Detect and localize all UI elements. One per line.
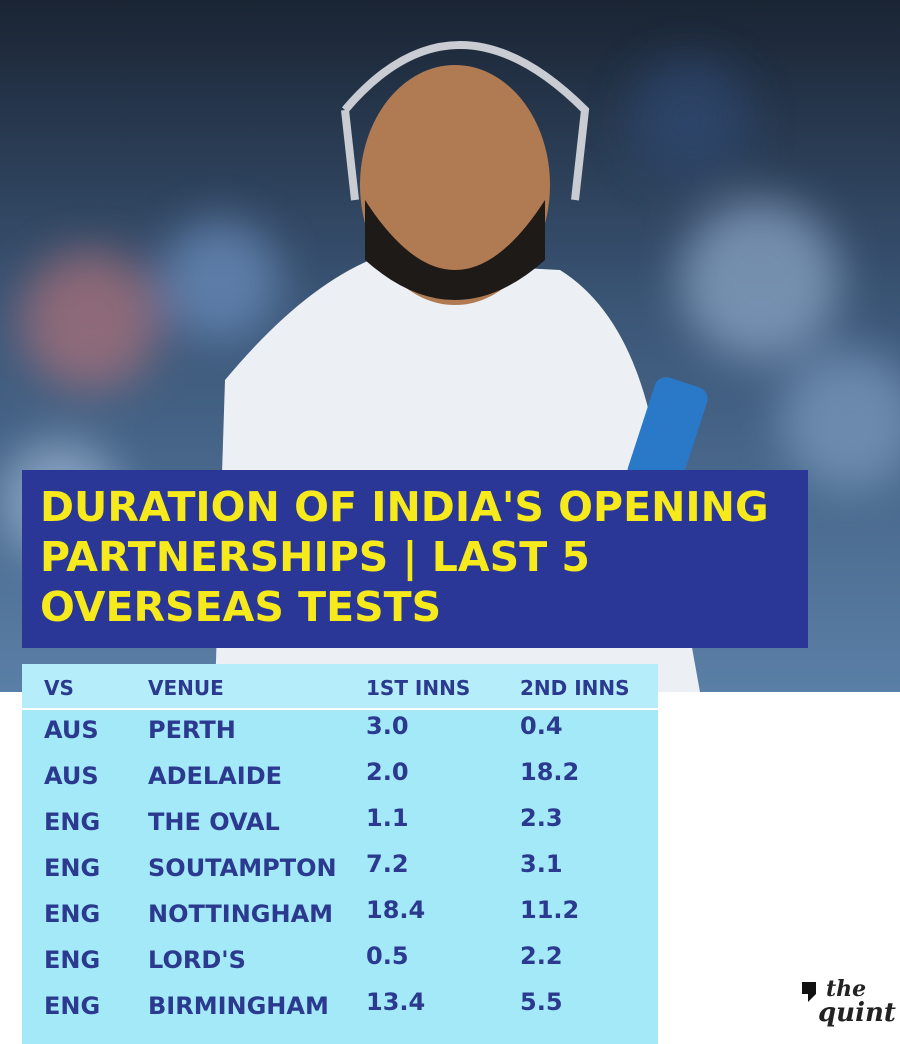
header-row: VS VENUE 1ST INNS 2ND INNS [22, 664, 658, 710]
table-cell: 3.1 [520, 850, 563, 878]
table-cell: THE OVAL [148, 808, 280, 836]
table-cell: ENG [44, 946, 101, 974]
column-header: 1ST INNS [366, 676, 471, 700]
table-cell: SOUTAMPTON [148, 854, 337, 882]
table-cell: 18.4 [366, 896, 426, 924]
table-cell: ENG [44, 808, 101, 836]
table-cell: BIRMINGHAM [148, 992, 329, 1020]
table-cell: 0.4 [520, 712, 563, 740]
table-cell: NOTTINGHAM [148, 900, 334, 928]
table-cell: 0.5 [366, 942, 409, 970]
title: DURATION OF INDIA'S OPENING PARTNERSHIPS… [40, 483, 769, 631]
table-cell: 13.4 [366, 988, 426, 1016]
table-cell: ENG [44, 992, 101, 1020]
logo-text: quint [818, 998, 896, 1028]
logo-text: the [826, 976, 867, 1002]
table-cell: 5.5 [520, 988, 563, 1016]
table-cell: 3.0 [366, 712, 409, 740]
table-cell: 18.2 [520, 758, 580, 786]
table-cell: ADELAIDE [148, 762, 283, 790]
table-cell: 7.2 [366, 850, 409, 878]
column-header: VENUE [148, 676, 224, 700]
table-cell: AUS [44, 716, 99, 744]
column-header: 2ND INNS [520, 676, 630, 700]
table-cell: 11.2 [520, 896, 580, 924]
table-cell: PERTH [148, 716, 236, 744]
table-cell: ENG [44, 854, 101, 882]
table-cell: 2.2 [520, 942, 563, 970]
logo: the quint [800, 976, 896, 1032]
table-cell: 2.0 [366, 758, 409, 786]
logo-icon [802, 982, 816, 1002]
table-cell: 1.1 [366, 804, 409, 832]
table-cell: ENG [44, 900, 101, 928]
table: VS VENUE 1ST INNS 2ND INNS AUS PERTH 3.0 0.4 AU… [22, 664, 658, 1044]
table-cell: LORD'S [148, 946, 246, 974]
title-box: DURATION OF INDIA'S OPENING PARTNERSHIPS… [22, 470, 808, 648]
table-cell: 2.3 [520, 804, 563, 832]
column-header: VS [44, 676, 74, 700]
table-cell: AUS [44, 762, 99, 790]
